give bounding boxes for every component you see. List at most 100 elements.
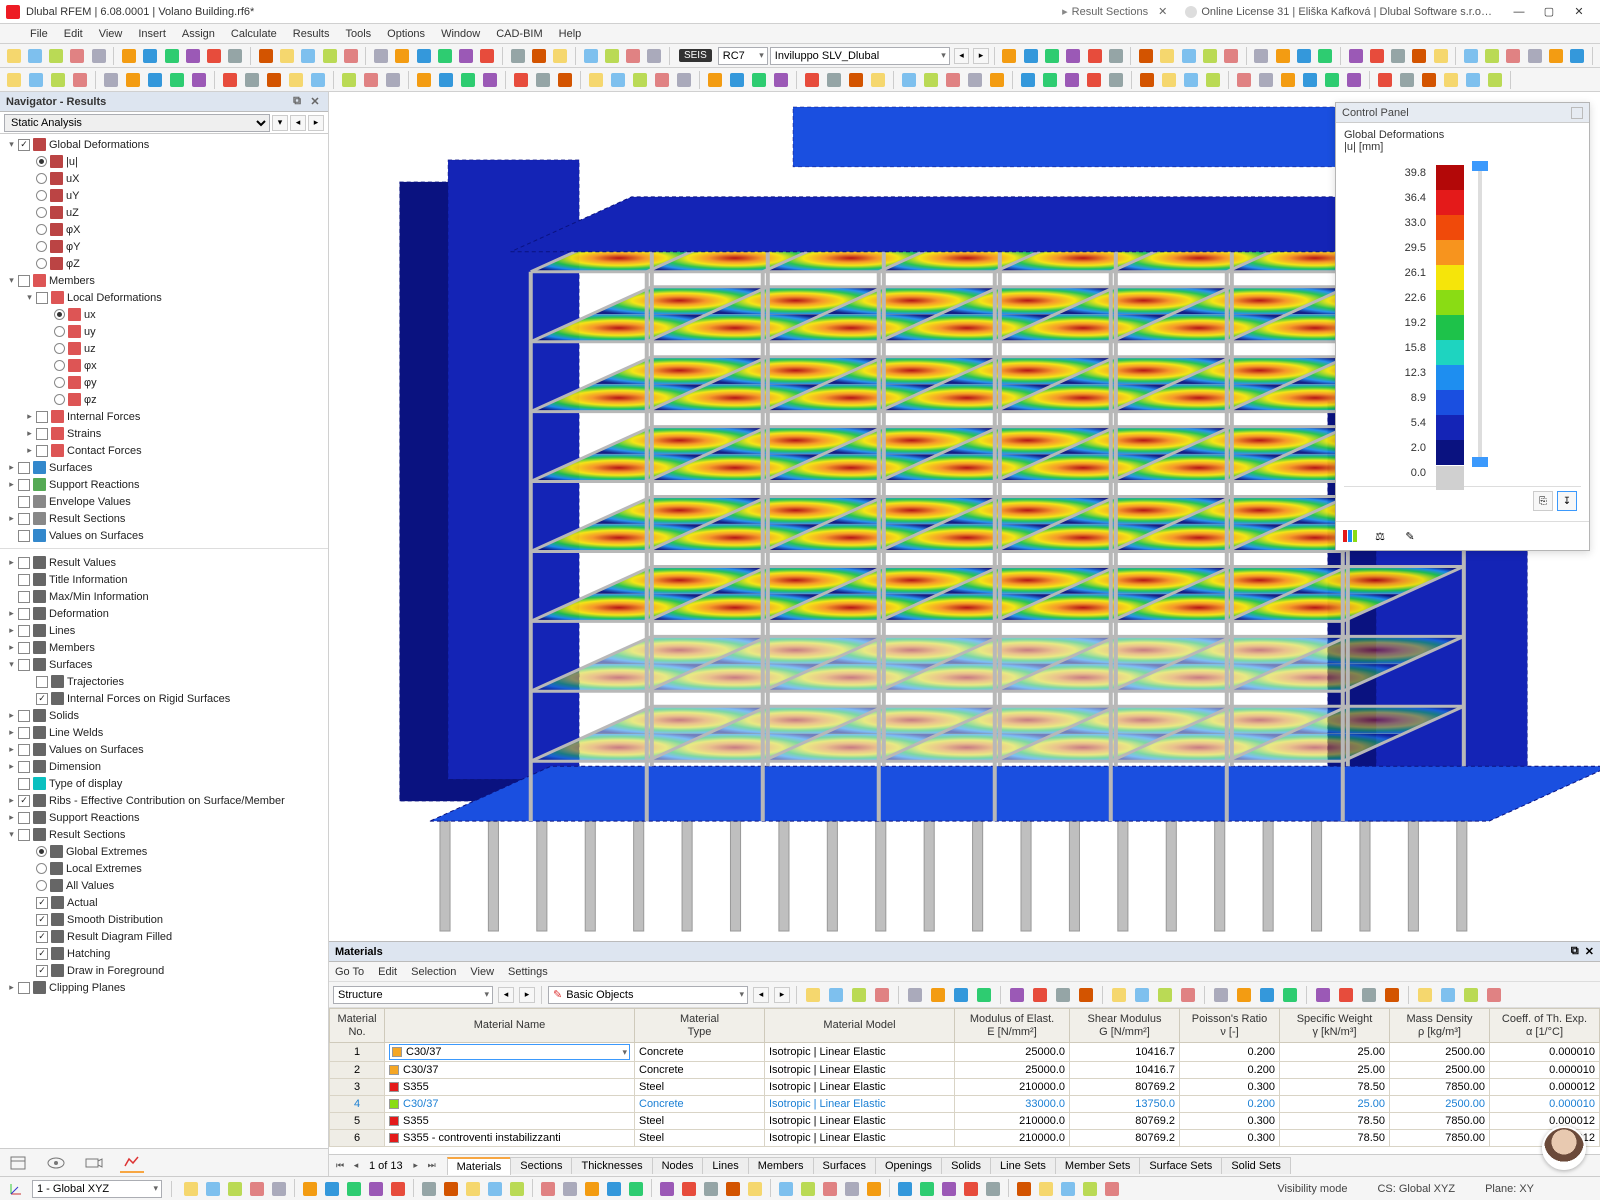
tb1-btn-41[interactable] [1252, 46, 1271, 66]
tb1-btn-21[interactable] [457, 46, 476, 66]
license-info[interactable]: Online License 31 | Eliška Kafková | Dlu… [1201, 6, 1492, 18]
menu-file[interactable]: File [22, 26, 56, 42]
tree-item[interactable]: Trajectories [0, 673, 328, 690]
struct-next[interactable]: ▸ [519, 987, 535, 1003]
tab-sections[interactable]: Sections [510, 1157, 572, 1174]
mat-tb-4[interactable] [905, 985, 925, 1005]
mat-tb-21[interactable] [1336, 985, 1356, 1005]
mat-tb-20[interactable] [1313, 985, 1333, 1005]
tab-member-sets[interactable]: Member Sets [1055, 1157, 1140, 1174]
tb1-btn-12[interactable] [256, 46, 275, 66]
tree-item[interactable]: ▾Global Deformations [0, 136, 328, 153]
tb1-btn-52[interactable] [1504, 46, 1523, 66]
tb2-btn-29[interactable] [674, 70, 694, 90]
tb2-btn-56[interactable] [1322, 70, 1342, 90]
status-btn-28[interactable] [842, 1179, 862, 1199]
tb2-btn-3[interactable] [48, 70, 68, 90]
tb1-btn-47[interactable] [1388, 46, 1407, 66]
cp-settings-icon[interactable]: ⎘ [1533, 491, 1553, 511]
coord-system-select[interactable]: 1 - Global XYZ [32, 1180, 162, 1198]
tb2-btn-39[interactable] [921, 70, 941, 90]
tb1-btn-7[interactable] [141, 46, 160, 66]
tb2-btn-20[interactable] [458, 70, 478, 90]
tree-item[interactable]: ▸Contact Forces [0, 442, 328, 459]
tb1-btn-17[interactable] [371, 46, 390, 66]
menu-view[interactable]: View [91, 26, 131, 42]
tb1-btn-5[interactable] [89, 46, 108, 66]
tree-item[interactable]: ▸Internal Forces [0, 408, 328, 425]
cp-collapse-icon[interactable] [1571, 107, 1583, 119]
nav-results-icon[interactable] [120, 1153, 144, 1173]
tree-item[interactable]: Result Diagram Filled [0, 928, 328, 945]
tb1-btn-4[interactable] [68, 46, 87, 66]
mat-tb-17[interactable] [1234, 985, 1254, 1005]
next-analysis[interactable]: ▸ [308, 115, 324, 131]
tree-item[interactable]: φX [0, 221, 328, 238]
status-btn-24[interactable] [745, 1179, 765, 1199]
page-nav[interactable]: ⏭ [425, 1159, 439, 1173]
tree-item[interactable]: ▾Members [0, 272, 328, 289]
tb2-btn-62[interactable] [1463, 70, 1483, 90]
status-btn-21[interactable] [679, 1179, 699, 1199]
mat-tb-11[interactable] [1076, 985, 1096, 1005]
tb2-btn-44[interactable] [1040, 70, 1060, 90]
tb2-btn-48[interactable] [1137, 70, 1157, 90]
tb2-btn-42[interactable] [987, 70, 1007, 90]
tree-item[interactable]: φz [0, 391, 328, 408]
tb1-btn-15[interactable] [320, 46, 339, 66]
load-combo-name[interactable]: Inviluppo SLV_Dlubal [770, 47, 950, 65]
status-btn-25[interactable] [776, 1179, 796, 1199]
menu-window[interactable]: Window [433, 26, 488, 42]
tab-materials[interactable]: Materials [447, 1157, 512, 1175]
user-avatar[interactable] [1542, 1126, 1586, 1170]
tree-item[interactable]: Type of display [0, 775, 328, 792]
cp-palette-icon[interactable] [1340, 526, 1360, 546]
mat-tb-10[interactable] [1053, 985, 1073, 1005]
tb2-btn-61[interactable] [1441, 70, 1461, 90]
status-btn-18[interactable] [604, 1179, 624, 1199]
status-axes-icon[interactable] [6, 1179, 26, 1199]
tb2-btn-13[interactable] [286, 70, 306, 90]
tb1-btn-22[interactable] [478, 46, 497, 66]
tb2-btn-51[interactable] [1203, 70, 1223, 90]
tree-item[interactable]: ▾Result Sections [0, 826, 328, 843]
tree-item[interactable]: ▸Support Reactions [0, 809, 328, 826]
tb1-btn-44[interactable] [1316, 46, 1335, 66]
model-viewport[interactable]: Control Panel Global Deformations |u| [m… [329, 92, 1600, 941]
tb2-btn-2[interactable] [26, 70, 46, 90]
tree-item[interactable]: ▸Lines [0, 622, 328, 639]
tb1-btn-13[interactable] [277, 46, 296, 66]
tab-surfaces[interactable]: Surfaces [813, 1157, 876, 1174]
tree-item[interactable]: ▸Result Values [0, 554, 328, 571]
tb1-btn-51[interactable] [1483, 46, 1502, 66]
tree-item[interactable]: ▸Solids [0, 707, 328, 724]
tree-item[interactable]: uz [0, 340, 328, 357]
tb2-btn-59[interactable] [1397, 70, 1417, 90]
tb1-btn-25[interactable] [551, 46, 570, 66]
status-btn-4[interactable] [269, 1179, 289, 1199]
mat-tb-2[interactable] [849, 985, 869, 1005]
tb1-btn-38[interactable] [1179, 46, 1198, 66]
tab-line-sets[interactable]: Line Sets [990, 1157, 1056, 1174]
status-btn-9[interactable] [388, 1179, 408, 1199]
material-name-edit[interactable]: C30/37▾ [389, 1044, 630, 1060]
tb2-btn-27[interactable] [630, 70, 650, 90]
table-row[interactable]: 2C30/37ConcreteIsotropic | Linear Elasti… [330, 1062, 1600, 1079]
status-btn-22[interactable] [701, 1179, 721, 1199]
tb1-btn-10[interactable] [205, 46, 224, 66]
mat-tb-16[interactable] [1211, 985, 1231, 1005]
status-btn-7[interactable] [344, 1179, 364, 1199]
tree-item[interactable]: uZ [0, 204, 328, 221]
tb1-btn-20[interactable] [435, 46, 454, 66]
obj-prev[interactable]: ◂ [753, 987, 769, 1003]
mat-tb-9[interactable] [1030, 985, 1050, 1005]
tb1-btn-26[interactable] [581, 46, 600, 66]
mat-tb-6[interactable] [951, 985, 971, 1005]
tab-nodes[interactable]: Nodes [652, 1157, 704, 1174]
mat-tb-15[interactable] [1178, 985, 1198, 1005]
tree-item[interactable]: ▸Result Sections [0, 510, 328, 527]
menu-insert[interactable]: Insert [130, 26, 174, 42]
tab-solids[interactable]: Solids [941, 1157, 991, 1174]
status-btn-39[interactable] [1102, 1179, 1122, 1199]
tb2-btn-34[interactable] [802, 70, 822, 90]
